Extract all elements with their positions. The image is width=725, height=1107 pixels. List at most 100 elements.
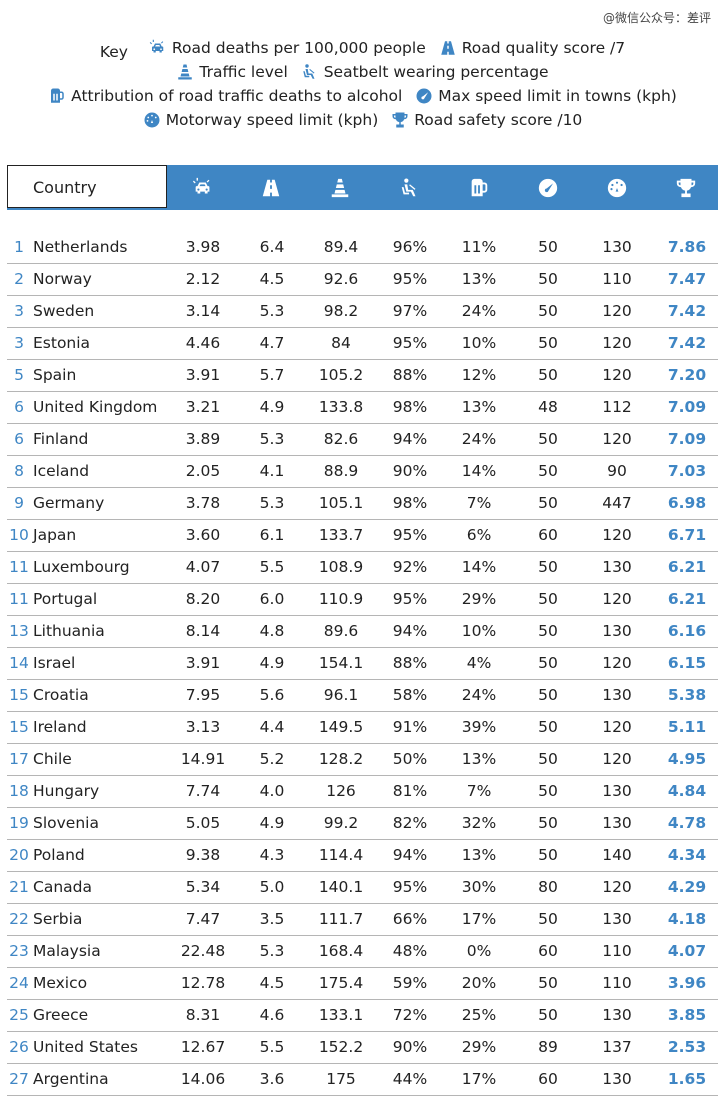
seatbelt-cell: 95% xyxy=(392,270,428,288)
quality-cell: 5.5 xyxy=(259,558,285,576)
country-cell: Sweden xyxy=(33,302,95,320)
table-row: 27 Argentina 14.06 3.6 175 44% 17% 60 130 1.65 xyxy=(7,1064,718,1096)
rank-cell: 10 xyxy=(9,526,29,544)
traffic-cell: 133.7 xyxy=(318,526,364,544)
motorway-cell: 120 xyxy=(602,654,632,672)
alcohol-cell: 20% xyxy=(461,974,497,992)
score-cell: 6.21 xyxy=(667,590,707,608)
score-cell: 4.78 xyxy=(667,814,707,832)
deaths-cell: 14.91 xyxy=(180,750,226,768)
alcohol-cell: 0% xyxy=(466,942,492,960)
alcohol-cell: 13% xyxy=(461,398,497,416)
country-cell: Mexico xyxy=(33,974,88,992)
deaths-cell: 3.98 xyxy=(185,238,221,256)
seatbelt-cell: 91% xyxy=(392,718,428,736)
motorway-cell: 120 xyxy=(602,366,632,384)
key-item-alcohol: Attribution of road traffic deaths to al… xyxy=(48,84,402,108)
town-cell: 50 xyxy=(538,430,558,448)
town-cell: 50 xyxy=(538,334,558,352)
score-cell: 3.85 xyxy=(667,1006,707,1024)
speedometer-icon xyxy=(415,87,433,105)
alcohol-cell: 10% xyxy=(461,622,497,640)
deaths-cell: 2.05 xyxy=(185,462,221,480)
traffic-cell: 105.1 xyxy=(318,494,364,512)
deaths-cell: 3.60 xyxy=(185,526,221,544)
quality-cell: 5.3 xyxy=(259,942,285,960)
score-cell: 4.18 xyxy=(667,910,707,928)
motorway-cell: 130 xyxy=(602,910,632,928)
deaths-cell: 3.21 xyxy=(185,398,221,416)
quality-cell: 5.7 xyxy=(259,366,285,384)
traffic-cell: 152.2 xyxy=(318,1038,364,1056)
car-crash-icon xyxy=(192,177,214,199)
traffic-cell: 114.4 xyxy=(318,846,364,864)
key-legend: Key Road deaths per 100,000 people Road … xyxy=(0,36,725,132)
country-cell: Chile xyxy=(33,750,72,768)
alcohol-cell: 14% xyxy=(461,462,497,480)
traffic-cell: 133.1 xyxy=(318,1006,364,1024)
deaths-cell: 7.47 xyxy=(185,910,221,928)
town-cell: 50 xyxy=(538,238,558,256)
header-country: Country xyxy=(7,165,167,208)
deaths-cell: 8.14 xyxy=(185,622,221,640)
deaths-cell: 12.67 xyxy=(180,1038,226,1056)
score-cell: 5.38 xyxy=(667,686,707,704)
key-label-score: Road safety score /10 xyxy=(414,111,583,129)
traffic-cell: 99.2 xyxy=(323,814,359,832)
motorway-cell: 120 xyxy=(602,526,632,544)
motorway-cell: 120 xyxy=(602,334,632,352)
score-cell: 7.42 xyxy=(667,334,707,352)
motorway-cell: 120 xyxy=(602,590,632,608)
traffic-cone-icon xyxy=(329,177,351,199)
score-cell: 1.65 xyxy=(667,1070,707,1088)
table-row: 11 Luxembourg 4.07 5.5 108.9 92% 14% 50 130 6.21 xyxy=(7,552,718,584)
country-cell: Portugal xyxy=(33,590,98,608)
rank-cell: 5 xyxy=(14,366,24,384)
seatbelt-cell: 44% xyxy=(392,1070,428,1088)
seatbelt-cell: 96% xyxy=(392,238,428,256)
alcohol-cell: 24% xyxy=(461,430,497,448)
country-cell: Argentina xyxy=(33,1070,109,1088)
score-cell: 6.71 xyxy=(667,526,707,544)
table-row: 5 Spain 3.91 5.7 105.2 88% 12% 50 120 7.20 xyxy=(7,360,718,392)
key-label-seatbelt: Seatbelt wearing percentage xyxy=(323,63,549,81)
quality-cell: 6.0 xyxy=(259,590,285,608)
table-row: 15 Ireland 3.13 4.4 149.5 91% 39% 50 120 5.11 xyxy=(7,712,718,744)
key-label-deaths: Road deaths per 100,000 people xyxy=(171,39,426,57)
alcohol-cell: 32% xyxy=(461,814,497,832)
rank-cell: 24 xyxy=(9,974,29,992)
motorway-gauge-icon xyxy=(606,177,628,199)
score-cell: 7.42 xyxy=(667,302,707,320)
seatbelt-cell: 48% xyxy=(392,942,428,960)
seatbelt-cell: 98% xyxy=(392,398,428,416)
road-icon xyxy=(260,177,282,199)
motorway-cell: 447 xyxy=(602,494,632,512)
key-item-seatbelt: Seatbelt wearing percentage xyxy=(301,60,549,84)
key-label-traffic: Traffic level xyxy=(199,63,288,81)
alcohol-cell: 10% xyxy=(461,334,497,352)
motorway-cell: 110 xyxy=(602,270,632,288)
score-cell: 4.07 xyxy=(667,942,707,960)
deaths-cell: 3.78 xyxy=(185,494,221,512)
quality-cell: 5.6 xyxy=(259,686,285,704)
country-cell: United States xyxy=(33,1038,138,1056)
table-row: 1 Netherlands 3.98 6.4 89.4 96% 11% 50 130 7.86 xyxy=(7,232,718,264)
traffic-cell: 175.4 xyxy=(318,974,364,992)
seatbelt-person-icon xyxy=(301,63,319,81)
motorway-cell: 110 xyxy=(602,942,632,960)
rank-cell: 23 xyxy=(9,942,29,960)
motorway-cell: 130 xyxy=(602,558,632,576)
key-item-deaths: Road deaths per 100,000 people xyxy=(149,36,426,60)
score-cell: 5.11 xyxy=(667,718,707,736)
seatbelt-cell: 94% xyxy=(392,846,428,864)
country-cell: Spain xyxy=(33,366,77,384)
alcohol-cell: 13% xyxy=(461,750,497,768)
quality-cell: 4.5 xyxy=(259,270,285,288)
motorway-cell: 110 xyxy=(602,974,632,992)
table-row: 20 Poland 9.38 4.3 114.4 94% 13% 50 140 4.34 xyxy=(7,840,718,872)
country-cell: Croatia xyxy=(33,686,89,704)
table-row: 22 Serbia 7.47 3.5 111.7 66% 17% 50 130 4.18 xyxy=(7,904,718,936)
rank-cell: 8 xyxy=(14,462,24,480)
rank-cell: 14 xyxy=(9,654,29,672)
town-cell: 89 xyxy=(538,1038,558,1056)
